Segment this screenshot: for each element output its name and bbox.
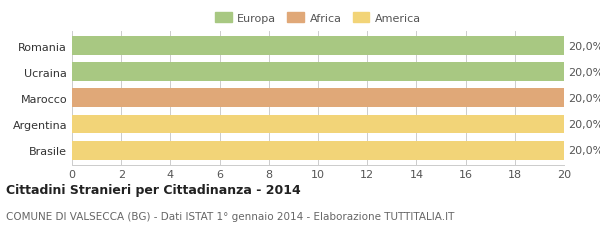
Text: 20,0%: 20,0% [568,41,600,51]
Bar [72,115,564,134]
Text: 20,0%: 20,0% [568,68,600,77]
Text: 20,0%: 20,0% [568,146,600,155]
Bar [72,63,564,82]
Text: 20,0%: 20,0% [568,120,600,129]
Text: COMUNE DI VALSECCA (BG) - Dati ISTAT 1° gennaio 2014 - Elaborazione TUTTITALIA.I: COMUNE DI VALSECCA (BG) - Dati ISTAT 1° … [6,211,454,221]
Text: Cittadini Stranieri per Cittadinanza - 2014: Cittadini Stranieri per Cittadinanza - 2… [6,183,301,196]
Legend: Europa, Africa, America: Europa, Africa, America [211,8,425,28]
Bar [72,141,564,160]
Bar [72,37,564,56]
Bar [72,89,564,108]
Text: 20,0%: 20,0% [568,93,600,104]
